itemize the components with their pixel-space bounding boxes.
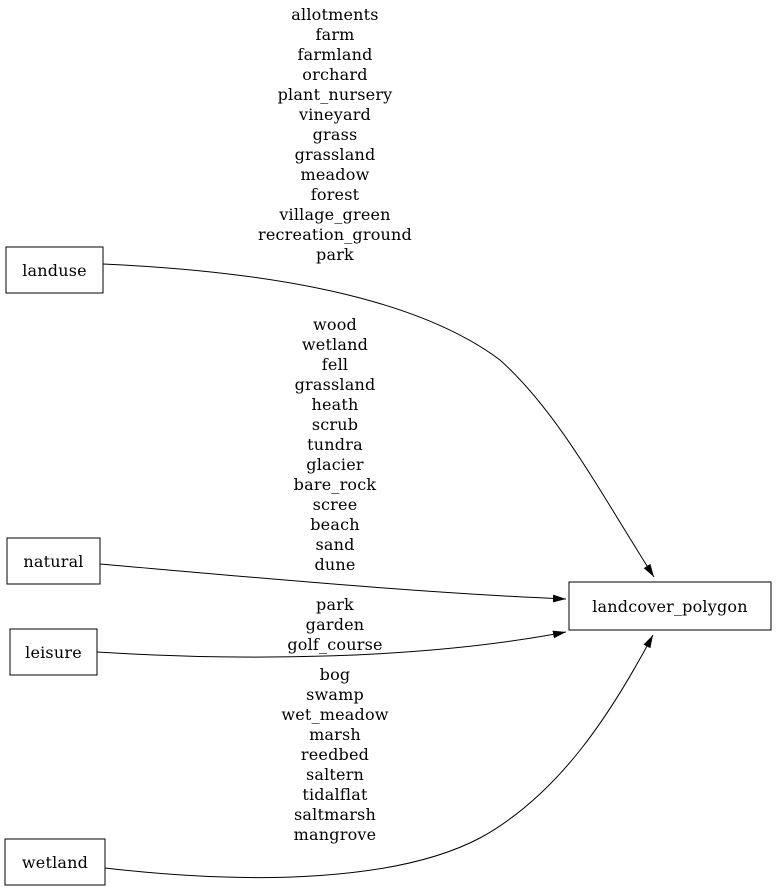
edge-label-line: grass <box>313 125 358 144</box>
edge-label-line: village_green <box>278 205 390 224</box>
edge-label-line: tundra <box>307 435 363 454</box>
edge-label-landuse-values: allotments farm farmland orchard plant_n… <box>258 5 412 264</box>
edge-label-line: farmland <box>297 45 372 64</box>
node-landcover-polygon: landcover_polygon <box>568 581 772 631</box>
node-landuse-box <box>5 246 104 294</box>
edge-leisure-to-landcover-polygon <box>96 630 567 658</box>
edge-wetland-to-landcover-polygon <box>104 634 654 879</box>
edge-label-line: meadow <box>301 165 370 184</box>
edge-label-line: vineyard <box>298 105 371 124</box>
edge-label-line: sand <box>315 535 354 554</box>
edge-label-wetland-values: bog swamp wet_meadow marsh reedbed salte… <box>281 665 388 844</box>
edge-label-line: tidalflat <box>302 785 368 804</box>
edge-label-line: plant_nursery <box>278 85 393 104</box>
node-leisure-label: leisure <box>25 643 82 662</box>
edge-label-line: marsh <box>309 725 361 744</box>
edge-label-line: forest <box>311 185 360 204</box>
edge-label-line: golf_course <box>287 635 382 654</box>
edge-label-line: fell <box>322 355 348 374</box>
edge-natural-to-landcover-polygon <box>99 563 567 603</box>
edge-label-line: wet_meadow <box>281 705 388 724</box>
edge-label-line: scree <box>313 495 358 514</box>
edge-label-line: beach <box>310 515 360 534</box>
edge-label-line: garden <box>306 615 365 634</box>
edge-label-line: glacier <box>306 455 364 474</box>
edge-label-line: grassland <box>295 145 376 164</box>
edge-label-line: wetland <box>302 335 368 354</box>
edge-label-line: swamp <box>306 685 364 704</box>
edge-label-line: recreation_ground <box>258 225 412 244</box>
edge-label-line: dune <box>314 555 355 574</box>
edge-label-line: saltern <box>306 765 364 784</box>
edge-label-line: scrub <box>312 415 358 434</box>
node-natural: natural <box>6 537 101 585</box>
edge-label-line: orchard <box>302 65 367 84</box>
edge-label-line: grassland <box>295 375 376 394</box>
node-leisure-box <box>9 628 98 676</box>
edges-layer <box>96 263 655 879</box>
node-wetland-label: wetland <box>22 853 88 872</box>
node-landuse: landuse <box>5 246 104 294</box>
edge-label-line: reedbed <box>301 745 369 764</box>
node-leisure: leisure <box>9 628 98 676</box>
edge-label-line: mangrove <box>294 825 377 844</box>
edge-label-line: saltmarsh <box>294 805 376 824</box>
edge-label-line: wood <box>313 315 357 334</box>
edge-label-natural-values: wood wetland fell grassland heath scrub … <box>294 315 377 574</box>
edge-label-line: bog <box>320 665 351 684</box>
node-natural-box <box>6 537 101 585</box>
edge-label-line: farm <box>315 25 354 44</box>
node-wetland-box <box>4 838 106 886</box>
node-landcover-polygon-label: landcover_polygon <box>592 597 748 616</box>
edge-landuse-to-landcover-polygon <box>102 263 655 578</box>
edge-label-line: allotments <box>291 5 378 24</box>
node-wetland: wetland <box>4 838 106 886</box>
edge-label-line: park <box>316 245 354 264</box>
node-landuse-label: landuse <box>22 261 87 280</box>
edge-label-leisure-values: park garden golf_course <box>287 595 382 654</box>
edge-label-line: park <box>316 595 354 614</box>
edge-label-line: heath <box>311 395 358 414</box>
node-natural-label: natural <box>23 552 83 571</box>
node-landcover-polygon-box <box>568 581 772 631</box>
edge-label-line: bare_rock <box>294 475 377 494</box>
